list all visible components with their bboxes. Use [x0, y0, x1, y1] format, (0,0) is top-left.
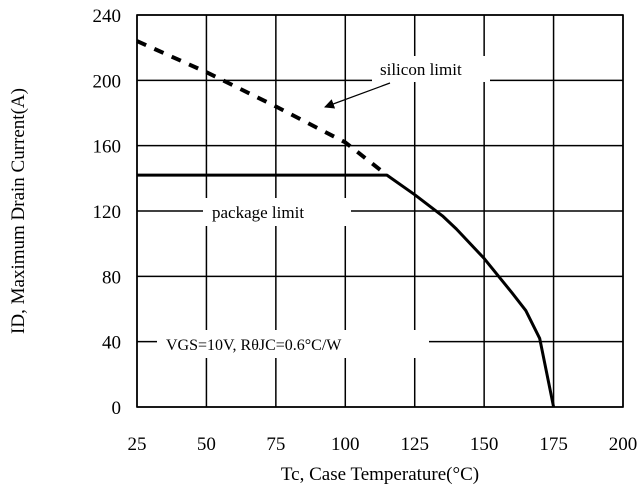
- x-axis-label: Tc, Case Temperature(°C): [281, 464, 479, 485]
- y-tick-label: 80: [102, 267, 121, 288]
- plot-frame: [136, 14, 624, 408]
- x-tick-label: 25: [128, 434, 147, 455]
- y-axis-label: ID, Maximum Drain Current(A): [8, 88, 29, 334]
- x-tick-label: 100: [331, 434, 360, 455]
- package-limit-label: package limit: [212, 203, 304, 222]
- series-silicon-limit: [136, 39, 389, 177]
- y-tick-label: 240: [93, 6, 122, 27]
- silicon-limit-label: silicon limit: [380, 60, 462, 79]
- x-tick-label: 125: [400, 434, 429, 455]
- x-tick-label: 50: [197, 434, 216, 455]
- conditions-label-bg: [157, 330, 429, 358]
- package-limit-label-bg: [203, 198, 351, 226]
- x-tick-label: 150: [470, 434, 499, 455]
- x-tick-label: 175: [539, 434, 568, 455]
- x-tick-label: 200: [609, 434, 638, 455]
- conditions-label: VGS=10V, RθJC=0.6°C/W: [166, 337, 342, 354]
- silicon-limit-annotation: silicon limit: [324, 56, 490, 109]
- conditions-annotation: VGS=10V, RθJC=0.6°C/W: [157, 330, 429, 358]
- tick-labels: 25 50 75 100 125 150 175 200 0 40 80 120 160 200 240: [93, 6, 638, 455]
- y-tick-label: 120: [93, 202, 122, 223]
- series-lines: [136, 39, 556, 408]
- silicon-limit-arrow: [324, 82, 391, 109]
- y-tick-label: 160: [93, 137, 122, 158]
- y-tick-label: 0: [112, 398, 122, 419]
- package-limit-annotation: package limit: [203, 198, 351, 226]
- y-tick-label: 200: [93, 71, 122, 92]
- series-package-limit: [137, 173, 556, 408]
- y-tick-label: 40: [102, 333, 121, 354]
- x-tick-label: 75: [266, 434, 285, 455]
- silicon-limit-label-bg: [372, 56, 490, 82]
